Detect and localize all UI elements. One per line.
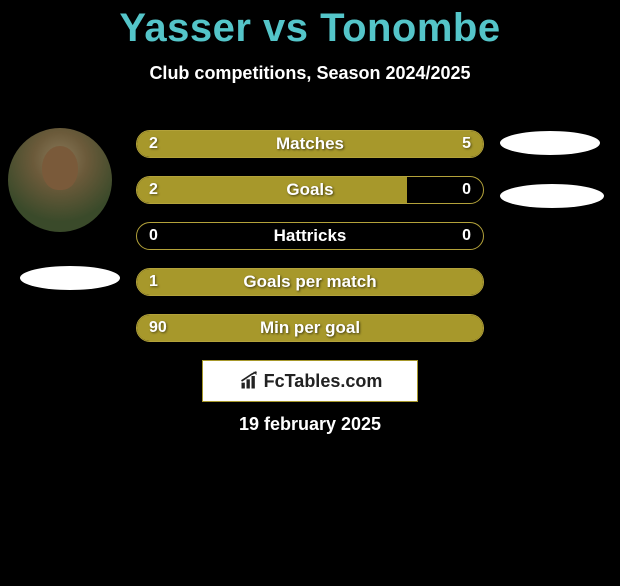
comparison-title: Yasser vs Tonombe <box>0 6 620 51</box>
stat-label: Min per goal <box>137 315 483 341</box>
player-left-shadow <box>20 266 120 290</box>
brand-text: FcTables.com <box>264 371 383 392</box>
stat-bar-row: 20Goals <box>136 176 484 204</box>
stat-bar-row: 00Hattricks <box>136 222 484 250</box>
player-right-placeholder-2 <box>500 184 604 208</box>
stat-bar-row: 25Matches <box>136 130 484 158</box>
stat-label: Goals <box>137 177 483 203</box>
brand-box: FcTables.com <box>202 360 418 402</box>
stat-label: Goals per match <box>137 269 483 295</box>
comparison-date: 19 february 2025 <box>0 414 620 435</box>
player-right-placeholder-1 <box>500 131 600 155</box>
stat-bar-row: 90Min per goal <box>136 314 484 342</box>
stat-label: Matches <box>137 131 483 157</box>
stat-bars: 25Matches 20Goals 00Hattricks 1Goals per ma… <box>136 130 484 360</box>
stat-bar-row: 1Goals per match <box>136 268 484 296</box>
chart-icon <box>238 371 260 391</box>
comparison-subtitle: Club competitions, Season 2024/2025 <box>0 63 620 84</box>
player-left-avatar <box>8 128 112 232</box>
stat-label: Hattricks <box>137 223 483 249</box>
